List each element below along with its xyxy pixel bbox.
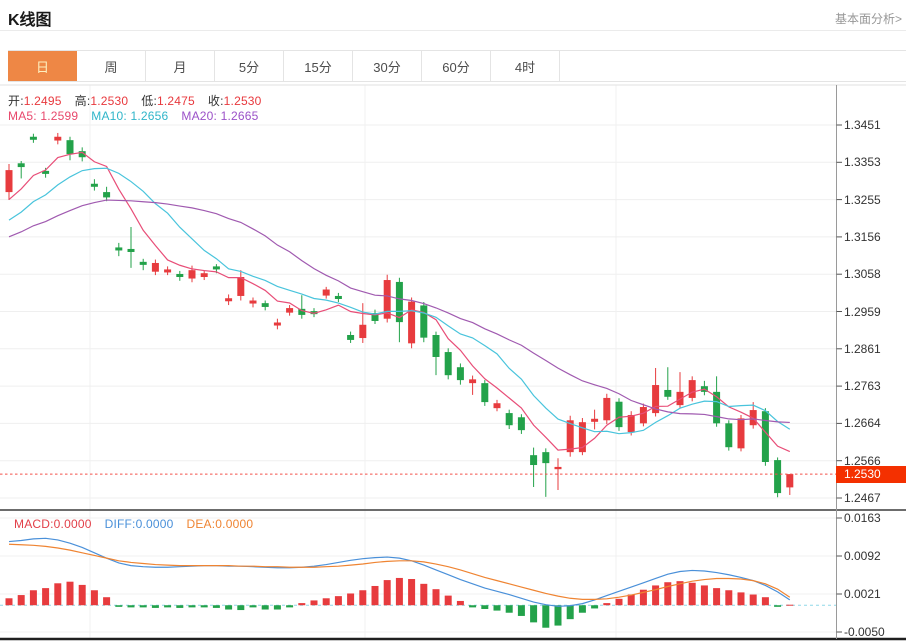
page-title: K线图 bbox=[8, 12, 52, 29]
tab-5min[interactable]: 5分 bbox=[215, 51, 284, 81]
tab-month[interactable]: 月 bbox=[146, 51, 215, 81]
price-axis-label: 1.3255 bbox=[844, 192, 881, 207]
legend-item: 低:1.2475 bbox=[141, 94, 195, 108]
price-axis-label: 1.2959 bbox=[844, 304, 881, 319]
fundamental-analysis-link[interactable]: 基本面分析> bbox=[834, 12, 902, 26]
macd-axis-label: 0.0021 bbox=[844, 587, 881, 601]
legend-item: 收:1.2530 bbox=[207, 94, 262, 108]
price-axis-label: 1.3156 bbox=[844, 229, 881, 244]
legend-item: DEA:0.0000 bbox=[186, 517, 254, 531]
price-axis-label: 1.2664 bbox=[844, 416, 881, 431]
tab-4hour[interactable]: 4时 bbox=[491, 51, 560, 81]
legend-item: MA10: 1.2656 bbox=[91, 109, 169, 123]
legend-item: MA5: 1.2599 bbox=[8, 109, 79, 123]
ma-legend: MA5: 1.2599 MA10: 1.2656 MA20: 1.2665 bbox=[8, 109, 272, 123]
price-axis-label: 1.3353 bbox=[844, 155, 881, 170]
macd-axis-label: 0.0163 bbox=[844, 511, 881, 525]
price-axis-label: 1.3451 bbox=[844, 118, 881, 132]
ohlc-legend: 开:1.2495 高:1.2530 低:1.2475 收:1.2530 bbox=[8, 92, 275, 109]
legend-item: MA20: 1.2665 bbox=[181, 109, 259, 123]
price-axis-label: 1.2467 bbox=[844, 491, 881, 505]
tab-week[interactable]: 周 bbox=[77, 51, 146, 81]
tab-day[interactable]: 日 bbox=[8, 51, 77, 81]
current-price-badge: 1.2530 bbox=[836, 466, 906, 483]
legend-item: DIFF:0.0000 bbox=[104, 517, 174, 531]
price-axis-label: 1.2566 bbox=[844, 453, 881, 468]
interval-tabbar: 日周月 5分 15分 30分 60分 4时 bbox=[8, 50, 906, 82]
legend-item: MACD:0.0000 bbox=[14, 517, 92, 531]
legend-item: 开:1.2495 bbox=[8, 94, 62, 108]
macd-axis-label: 0.0092 bbox=[844, 549, 881, 563]
price-axis-label: 1.2861 bbox=[844, 341, 881, 356]
tab-30min[interactable]: 30分 bbox=[353, 51, 422, 81]
legend-item: 高:1.2530 bbox=[74, 94, 129, 108]
price-axis-label: 1.2763 bbox=[844, 379, 881, 394]
macd-legend: MACD:0.0000 DIFF:0.0000 DEA:0.0000 bbox=[14, 517, 266, 531]
tab-15min[interactable]: 15分 bbox=[284, 51, 353, 81]
tab-60min[interactable]: 60分 bbox=[422, 51, 491, 81]
macd-axis-label: -0.0050 bbox=[844, 625, 885, 639]
header-divider bbox=[0, 30, 906, 31]
price-axis-label: 1.3058 bbox=[844, 267, 881, 282]
